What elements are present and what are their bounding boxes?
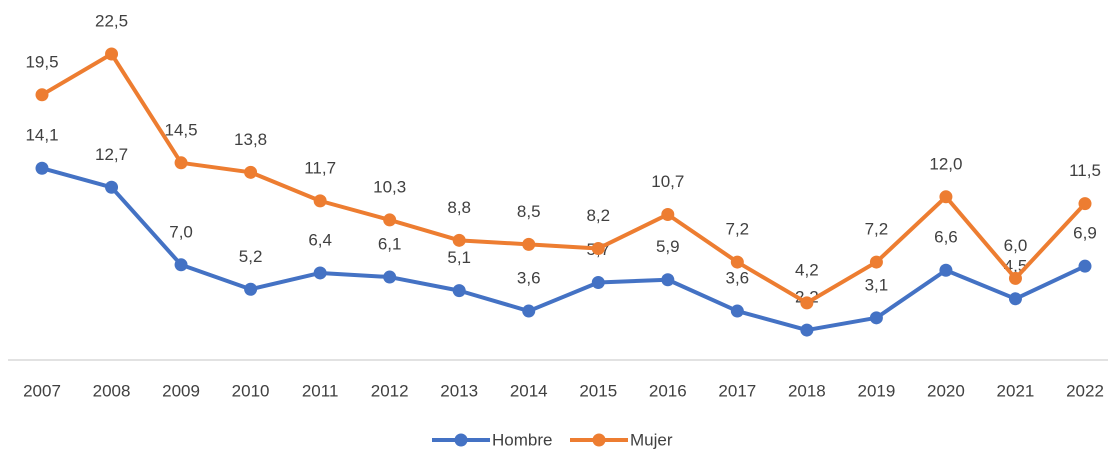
legend-marker (592, 433, 606, 447)
x-tick-label: 2018 (788, 381, 826, 400)
data-label: 12,7 (95, 145, 128, 164)
point (869, 255, 883, 269)
point (661, 207, 675, 221)
point (730, 304, 744, 318)
data-label: 8,2 (586, 206, 610, 225)
x-tick-label: 2014 (510, 381, 548, 400)
data-label: 6,6 (934, 228, 958, 247)
x-tick-label: 2015 (579, 381, 617, 400)
point (800, 323, 814, 337)
x-tick-label: 2013 (440, 381, 478, 400)
point (939, 190, 953, 204)
data-label: 13,8 (234, 130, 267, 149)
point (591, 241, 605, 255)
x-tick-label: 2009 (162, 381, 200, 400)
x-tick-label: 2019 (857, 381, 895, 400)
x-tick-label: 2008 (93, 381, 131, 400)
data-label: 3,6 (726, 269, 750, 288)
data-label: 7,0 (169, 222, 193, 241)
point (661, 273, 675, 287)
data-label: 19,5 (25, 52, 58, 71)
x-tick-label: 2020 (927, 381, 965, 400)
x-tick-label: 2007 (23, 381, 61, 400)
x-tick-label: 2011 (302, 381, 339, 400)
data-label: 8,5 (517, 202, 541, 221)
point (939, 263, 953, 277)
data-label: 7,2 (865, 220, 889, 239)
data-label: 10,7 (651, 172, 684, 191)
data-label: 11,7 (304, 158, 336, 177)
data-label: 5,1 (447, 248, 471, 267)
point (591, 275, 605, 289)
data-label: 12,0 (929, 154, 962, 173)
point (522, 304, 536, 318)
point (35, 88, 49, 102)
legend-marker (454, 433, 468, 447)
data-label: 14,5 (165, 120, 198, 139)
point (174, 258, 188, 272)
point (522, 237, 536, 251)
point (452, 284, 466, 298)
data-label: 11,5 (1069, 161, 1101, 180)
point (1078, 259, 1092, 273)
data-label: 10,3 (373, 177, 406, 196)
data-label: 6,0 (1004, 236, 1028, 255)
x-tick-label: 2021 (997, 381, 1035, 400)
point (452, 233, 466, 247)
data-label: 8,8 (447, 198, 471, 217)
data-label: 14,1 (25, 126, 58, 145)
data-label: 6,9 (1073, 224, 1097, 243)
data-label: 4,2 (795, 260, 819, 279)
point (105, 47, 119, 61)
point (174, 156, 188, 170)
data-label: 6,4 (308, 230, 332, 249)
point (244, 165, 258, 179)
data-label: 6,1 (378, 235, 402, 254)
data-label: 5,2 (239, 247, 263, 266)
point (35, 161, 49, 175)
point (730, 255, 744, 269)
point (105, 180, 119, 194)
legend-label: Mujer (630, 430, 673, 449)
point (1008, 271, 1022, 285)
series-line (40, 52, 1087, 305)
point (800, 296, 814, 310)
point (383, 270, 397, 284)
x-tick-label: 2022 (1066, 381, 1104, 400)
point (244, 282, 258, 296)
x-tick-label: 2010 (232, 381, 270, 400)
point (313, 266, 327, 280)
point (1078, 197, 1092, 211)
x-tick-label: 2012 (371, 381, 409, 400)
point (383, 213, 397, 227)
data-label: 3,6 (517, 269, 541, 288)
point (313, 194, 327, 208)
point (869, 311, 883, 325)
series-line (41, 166, 1086, 333)
data-label: 5,9 (656, 237, 680, 256)
data-label: 3,1 (865, 275, 889, 294)
x-tick-label: 2016 (649, 381, 687, 400)
data-label: 7,2 (726, 220, 750, 239)
point (1008, 292, 1022, 306)
data-label: 22,5 (95, 11, 128, 30)
x-tick-label: 2017 (718, 381, 756, 400)
legend-label: Hombre (492, 430, 552, 449)
